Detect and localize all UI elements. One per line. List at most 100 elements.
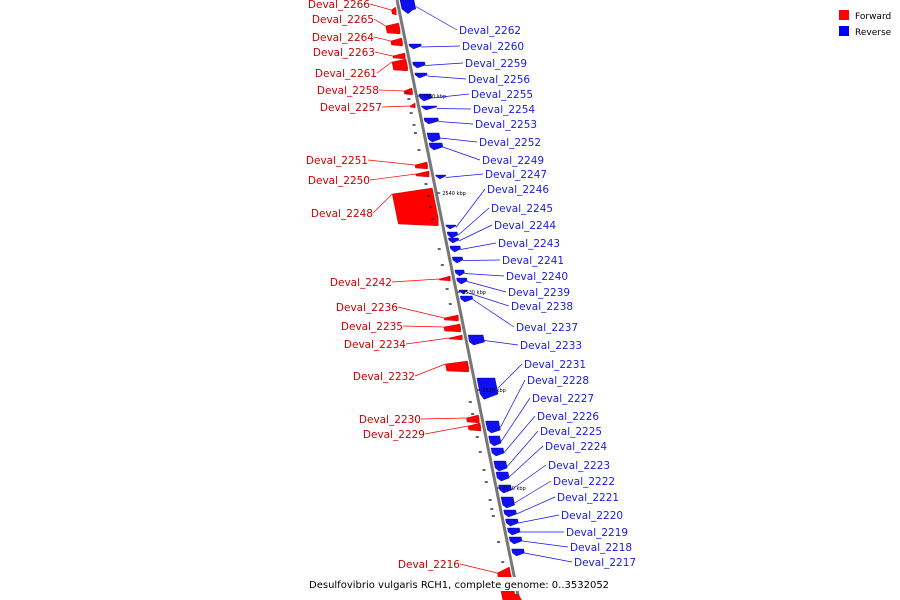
gene-label-forward: Deval_2235 xyxy=(341,321,403,333)
label-connector xyxy=(508,445,544,478)
label-connector xyxy=(378,89,404,92)
gene-arrow-reverse xyxy=(414,72,428,79)
gene-label-reverse: Deval_2254 xyxy=(473,104,535,116)
label-connector xyxy=(402,325,444,328)
gene-label-forward: Deval_2251 xyxy=(306,155,368,167)
gene-label-reverse: Deval_2224 xyxy=(545,441,607,453)
gene-label-reverse: Deval_2220 xyxy=(561,510,623,522)
label-connector xyxy=(506,430,539,467)
gene-arrow-reverse xyxy=(505,518,519,527)
gene-label-reverse: Deval_2231 xyxy=(524,359,586,371)
label-connector xyxy=(516,496,556,515)
gene-arrow-forward xyxy=(443,323,461,333)
label-connector xyxy=(484,340,519,346)
gene-label-forward: Deval_2229 xyxy=(363,429,425,441)
scale-tick-label: 2530 kbp xyxy=(462,290,486,296)
gene-label-reverse: Deval_2260 xyxy=(462,41,524,53)
gene-arrow-forward xyxy=(415,170,430,178)
caption-background xyxy=(306,577,596,591)
gene-label-reverse: Deval_2223 xyxy=(548,460,610,472)
gene-label-forward: Deval_2266 xyxy=(308,0,370,11)
label-connector xyxy=(372,193,393,214)
label-connector xyxy=(425,62,464,66)
label-connector xyxy=(467,292,510,307)
label-connector xyxy=(436,108,472,110)
gene-arrow-forward xyxy=(438,275,451,282)
gene-label-reverse: Deval_2238 xyxy=(511,301,573,313)
gene-label-forward: Deval_2232 xyxy=(353,371,415,383)
gene-arrow-reverse xyxy=(508,536,523,545)
gene-label-reverse: Deval_2246 xyxy=(487,184,549,196)
gene-arrow-forward xyxy=(467,422,482,432)
gene-label-forward: Deval_2257 xyxy=(320,102,382,114)
label-connector xyxy=(459,563,498,574)
gene-arrow-forward xyxy=(390,37,403,47)
gene-arrow-reverse xyxy=(503,509,517,518)
gene-arrow-reverse xyxy=(418,93,433,102)
gene-label-reverse: Deval_2217 xyxy=(574,557,636,569)
gene-label-reverse: Deval_2256 xyxy=(468,74,530,86)
gene-arrow-reverse xyxy=(454,269,465,277)
gene-label-forward: Deval_2248 xyxy=(311,208,373,220)
label-connector xyxy=(524,552,573,563)
gene-label-reverse: Deval_2255 xyxy=(471,89,533,101)
scale-tick-label: 2510 kbp xyxy=(502,486,526,492)
label-connector xyxy=(427,75,467,80)
gene-arrow-reverse xyxy=(467,334,485,346)
gene-arrow-forward xyxy=(391,6,397,16)
gene-label-reverse: Deval_2249 xyxy=(482,155,544,167)
legend-forward-label: Forward xyxy=(855,12,891,22)
gene-arrow-forward xyxy=(391,58,408,72)
gene-label-reverse: Deval_2247 xyxy=(485,169,547,181)
gene-label-reverse: Deval_2233 xyxy=(520,340,582,352)
label-connector xyxy=(462,259,501,261)
gene-label-reverse: Deval_2227 xyxy=(532,393,594,405)
gene-label-reverse: Deval_2222 xyxy=(553,476,615,488)
gene-arrow-forward xyxy=(409,102,416,109)
gene-label-reverse: Deval_2226 xyxy=(537,411,599,423)
label-connector xyxy=(455,188,486,228)
gene-arrow-forward xyxy=(445,360,470,373)
label-connector xyxy=(472,299,515,328)
label-connector xyxy=(500,397,531,442)
gene-arrow-reverse xyxy=(399,0,417,13)
gene-label-forward: Deval_2234 xyxy=(344,339,406,351)
gene-arrow-reverse xyxy=(459,295,474,303)
label-connector xyxy=(369,173,416,181)
gene-arrow-reverse xyxy=(490,447,505,457)
gene-label-reverse: Deval_2225 xyxy=(540,426,602,438)
gene-arrow-reverse xyxy=(423,117,439,125)
scale-tick-label: 2520 kbp xyxy=(482,388,506,394)
tick-layer: 2550 kbp 2540 kbp 2530 kbp 2520 kbp 2510 kbp xyxy=(406,92,526,563)
label-layer: Deval_2266 Deval_2265 Deval_2264 Deval_2263… xyxy=(306,0,636,574)
label-connector xyxy=(376,61,393,74)
label-connector xyxy=(381,105,410,108)
legend-reverse-swatch xyxy=(839,26,849,36)
gene-arrow-reverse xyxy=(446,231,459,239)
gene-arrow-forward xyxy=(466,414,480,424)
gene-label-forward: Deval_2261 xyxy=(315,68,377,80)
gene-label-forward: Deval_2216 xyxy=(398,559,460,571)
label-connector xyxy=(373,36,391,42)
gene-arrow-forward xyxy=(403,87,413,96)
gene-arrow-forward xyxy=(448,334,463,341)
gene-arrow-reverse xyxy=(498,484,512,494)
gene-label-reverse: Deval_2259 xyxy=(465,58,527,70)
label-connector xyxy=(518,514,560,524)
gene-label-reverse: Deval_2240 xyxy=(506,271,568,283)
gene-arrow-reverse xyxy=(500,496,515,509)
gene-arrow-forward xyxy=(443,314,459,322)
gene-label-reverse: Deval_2245 xyxy=(491,203,553,215)
gene-arrow-reverse xyxy=(448,237,460,244)
gene-arrow-reverse xyxy=(449,245,461,253)
gene-arrow-reverse xyxy=(408,43,422,50)
label-connector xyxy=(391,278,440,283)
gene-arrow-forward xyxy=(385,22,401,35)
gene-arrow-forward-bottom xyxy=(506,594,522,600)
gene-label-reverse: Deval_2253 xyxy=(475,119,537,131)
genome-axis xyxy=(395,0,521,600)
gene-label-reverse: Deval_2237 xyxy=(516,322,578,334)
label-connector xyxy=(405,337,450,345)
gene-label-forward: Deval_2263 xyxy=(313,47,375,59)
